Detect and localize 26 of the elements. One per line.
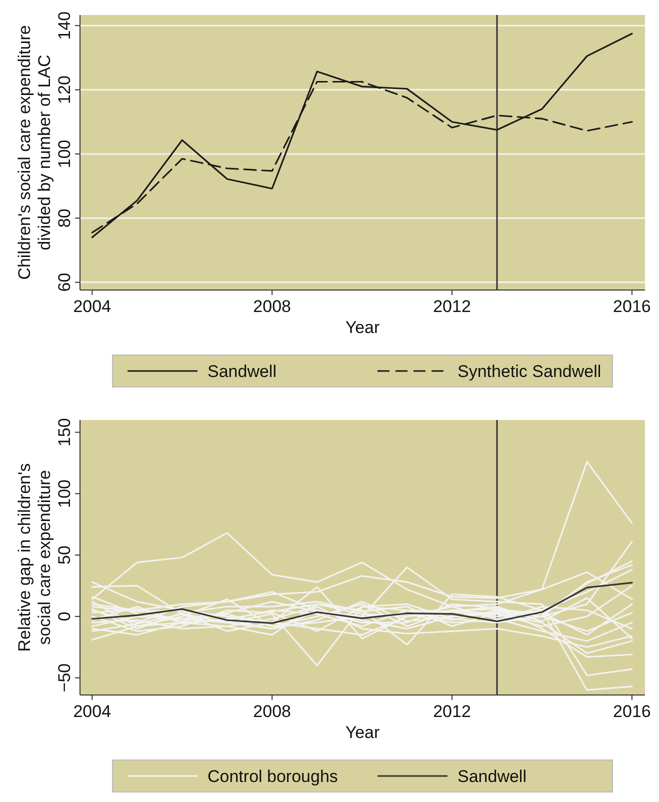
x-tick-label: 2004 (73, 702, 112, 721)
x-tick-label: 2016 (613, 297, 651, 316)
y-tick-label: 100 (55, 140, 74, 168)
y-tick-label: 80 (55, 208, 74, 228)
legend-label: Synthetic Sandwell (458, 362, 602, 381)
y-tick-label: 150 (55, 418, 74, 446)
x-tick-label: 2004 (73, 297, 112, 316)
y-axis-title: Relative gap in children's social care expenditure (15, 463, 54, 652)
x-tick-label: 2012 (433, 702, 471, 721)
legend-label: Sandwell (458, 767, 526, 786)
x-tick-label: 2008 (253, 702, 291, 721)
y-tick-label: 0 (55, 612, 74, 622)
y-tick-label: 100 (55, 479, 74, 508)
x-tick-label: 2016 (613, 702, 651, 721)
x-axis-title: Year (345, 318, 380, 337)
y-axis-title: Children's social care expenditure divided by number of LAC (15, 25, 54, 280)
y-tick-label: 120 (55, 76, 74, 104)
y-tick-label: 50 (55, 546, 74, 565)
y-tick-label: 60 (55, 272, 74, 292)
x-tick-label: 2008 (253, 297, 291, 316)
legend-label: Sandwell (208, 362, 276, 381)
y-tick-label: −50 (55, 663, 74, 692)
legend-label: Control boroughs (208, 767, 338, 786)
x-axis-title: Year (345, 723, 380, 742)
y-tick-label: 140 (55, 11, 74, 40)
x-tick-label: 2012 (433, 297, 471, 316)
